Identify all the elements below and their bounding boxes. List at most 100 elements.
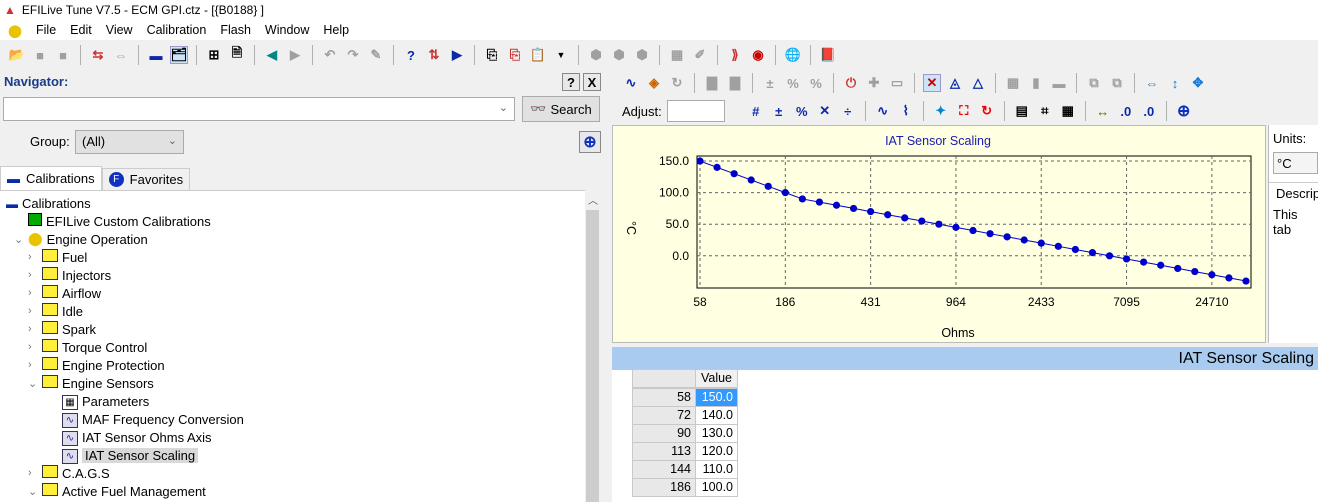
- alt-icon[interactable]: ▇: [730, 75, 740, 90]
- undo-icon[interactable]: ↶: [324, 47, 336, 62]
- select-all-icon[interactable]: ▦: [1006, 75, 1020, 90]
- remove-row-icon[interactable]: ▭: [890, 75, 904, 90]
- menu-edit[interactable]: Edit: [70, 23, 92, 37]
- back-icon[interactable]: ◀: [267, 47, 277, 62]
- book-icon[interactable]: 📕: [819, 47, 837, 62]
- line-chart[interactable]: IAT Sensor Scaling 150.0 100.0 50.0 0.0 58 186…: [613, 126, 1267, 344]
- chevron-down-icon[interactable]: ⌄: [14, 233, 24, 246]
- paste-cells-icon[interactable]: ⧉: [1112, 75, 1122, 90]
- corner-cell[interactable]: [632, 369, 696, 388]
- chevron-right-icon[interactable]: ›: [28, 341, 32, 353]
- row-header[interactable]: 72: [632, 406, 696, 425]
- set-value-icon[interactable]: #: [752, 103, 760, 119]
- percent-icon[interactable]: %: [787, 75, 799, 91]
- properties-icon[interactable]: 🗎: [231, 45, 243, 60]
- menu-calibration[interactable]: Calibration: [146, 23, 207, 37]
- menu-view[interactable]: View: [105, 23, 133, 37]
- save-as-icon[interactable]: ■: [59, 47, 67, 63]
- copy-cells-icon[interactable]: ⧉: [1089, 75, 1099, 90]
- plus-minus-icon[interactable]: ±: [766, 75, 774, 91]
- width-icon[interactable]: ↔: [1096, 103, 1110, 119]
- no-smooth-icon[interactable]: ✕: [923, 74, 941, 92]
- percent-adjust-icon[interactable]: %: [795, 103, 808, 119]
- decrease-decimals-icon[interactable]: .0: [1143, 103, 1155, 119]
- tree-item[interactable]: ∿ MAF Frequency Conversion: [62, 410, 244, 428]
- multiply-icon[interactable]: ✕: [819, 103, 831, 118]
- 3d-view-icon[interactable]: ◈: [649, 75, 659, 90]
- add-row-icon[interactable]: ✚: [868, 75, 880, 90]
- compare-icon[interactable]: ⇆: [92, 47, 104, 62]
- tree-item[interactable]: ⌄ ⬤ Engine Operation: [14, 230, 148, 248]
- menu-window[interactable]: Window: [264, 23, 310, 37]
- tree-item[interactable]: › Idle: [28, 302, 83, 320]
- helmet-icon[interactable]: ◉: [752, 47, 764, 62]
- chip-icon[interactable]: ▦: [670, 47, 684, 62]
- tree-item[interactable]: › C.A.G.S: [28, 464, 110, 482]
- play-icon[interactable]: ▶: [452, 47, 462, 62]
- units-select[interactable]: °C: [1273, 152, 1318, 174]
- tree-item[interactable]: › Airflow: [28, 284, 101, 302]
- tab-calibrations[interactable]: ▬ Calibrations: [0, 166, 102, 190]
- column-icon[interactable]: ▮: [1032, 75, 1040, 90]
- cal-icon[interactable]: ▇: [707, 75, 717, 90]
- navigator-toggle-icon[interactable]: 🗂: [170, 46, 188, 64]
- center-icon[interactable]: ✦: [935, 103, 947, 118]
- power-icon[interactable]: ⏻: [845, 75, 857, 90]
- flash-write-icon[interactable]: ⬢: [613, 47, 625, 62]
- grid-icon[interactable]: ⊞: [208, 47, 220, 62]
- chevron-right-icon[interactable]: ›: [28, 269, 32, 281]
- rotate-icon[interactable]: ↻: [671, 75, 683, 90]
- value-cell[interactable]: 120.0: [695, 442, 738, 461]
- tree-item[interactable]: › Fuel: [28, 248, 87, 266]
- divide-icon[interactable]: ÷: [844, 103, 852, 119]
- tree-item[interactable]: ⌄ Engine Sensors: [28, 374, 154, 392]
- increase-decimals-icon[interactable]: .0: [1120, 103, 1132, 119]
- tree-item[interactable]: ▬ Calibrations: [6, 194, 91, 212]
- tree-item[interactable]: › Torque Control: [28, 338, 147, 356]
- tree-item[interactable]: › Spark: [28, 320, 96, 338]
- add-group-button[interactable]: ⊕: [579, 131, 601, 153]
- chevron-right-icon[interactable]: ›: [28, 359, 32, 371]
- navigator-help-button[interactable]: ?: [562, 73, 580, 91]
- row-icon[interactable]: ▬: [1052, 75, 1066, 91]
- percent-box-icon[interactable]: %: [810, 75, 822, 91]
- open-icon[interactable]: 📂: [8, 47, 26, 62]
- column-header[interactable]: Value: [695, 369, 738, 388]
- tree-item[interactable]: ▦ Parameters: [62, 392, 149, 410]
- copy-special-icon[interactable]: ⎘: [509, 47, 521, 62]
- tab-favorites[interactable]: F Favorites: [101, 168, 191, 190]
- interpolate-icon[interactable]: ⌇: [902, 103, 909, 118]
- flash-full-icon[interactable]: ⬢: [636, 47, 648, 62]
- erase-icon[interactable]: ✎: [370, 47, 382, 62]
- chevron-right-icon[interactable]: ›: [28, 467, 32, 479]
- row-header[interactable]: 90: [632, 424, 696, 443]
- paste-icon[interactable]: 📋: [529, 47, 547, 62]
- chevron-right-icon[interactable]: ›: [28, 251, 32, 263]
- flash-read-icon[interactable]: ⬢: [590, 47, 602, 62]
- car-icon[interactable]: ▬: [149, 47, 163, 63]
- save-icon[interactable]: ■: [36, 47, 44, 63]
- checksum-icon[interactable]: ⟫: [731, 47, 739, 62]
- value-cell[interactable]: 130.0: [695, 424, 738, 443]
- tree-scrollbar-thumb[interactable]: [586, 210, 599, 502]
- chevron-down-icon[interactable]: ⌄: [28, 485, 38, 498]
- tree-item[interactable]: ∿ IAT Sensor Scaling: [62, 446, 199, 464]
- navigator-close-button[interactable]: X: [583, 73, 601, 91]
- chevron-right-icon[interactable]: ›: [28, 305, 32, 317]
- row-header[interactable]: 144: [632, 460, 696, 479]
- horizontal-icon[interactable]: ⇔: [1145, 75, 1159, 91]
- tree-item[interactable]: EFILive Custom Calibrations: [14, 212, 211, 230]
- select-icon[interactable]: ⌗: [1041, 103, 1049, 118]
- tools-icon[interactable]: ✐: [694, 47, 706, 62]
- peak-icon[interactable]: △: [973, 75, 983, 90]
- swap-icon[interactable]: ⇔: [114, 47, 128, 63]
- value-cell[interactable]: 140.0: [695, 406, 738, 425]
- navigator-search-input[interactable]: ⌄: [3, 97, 515, 121]
- row-header[interactable]: 58: [632, 388, 696, 407]
- row-header[interactable]: 186: [632, 478, 696, 497]
- chevron-right-icon[interactable]: ›: [28, 323, 32, 335]
- value-cell[interactable]: 150.0: [695, 388, 738, 407]
- chevron-down-icon[interactable]: ⌄: [28, 377, 38, 390]
- menu-file[interactable]: File: [36, 23, 57, 37]
- vertical-icon[interactable]: ↕: [1171, 75, 1179, 91]
